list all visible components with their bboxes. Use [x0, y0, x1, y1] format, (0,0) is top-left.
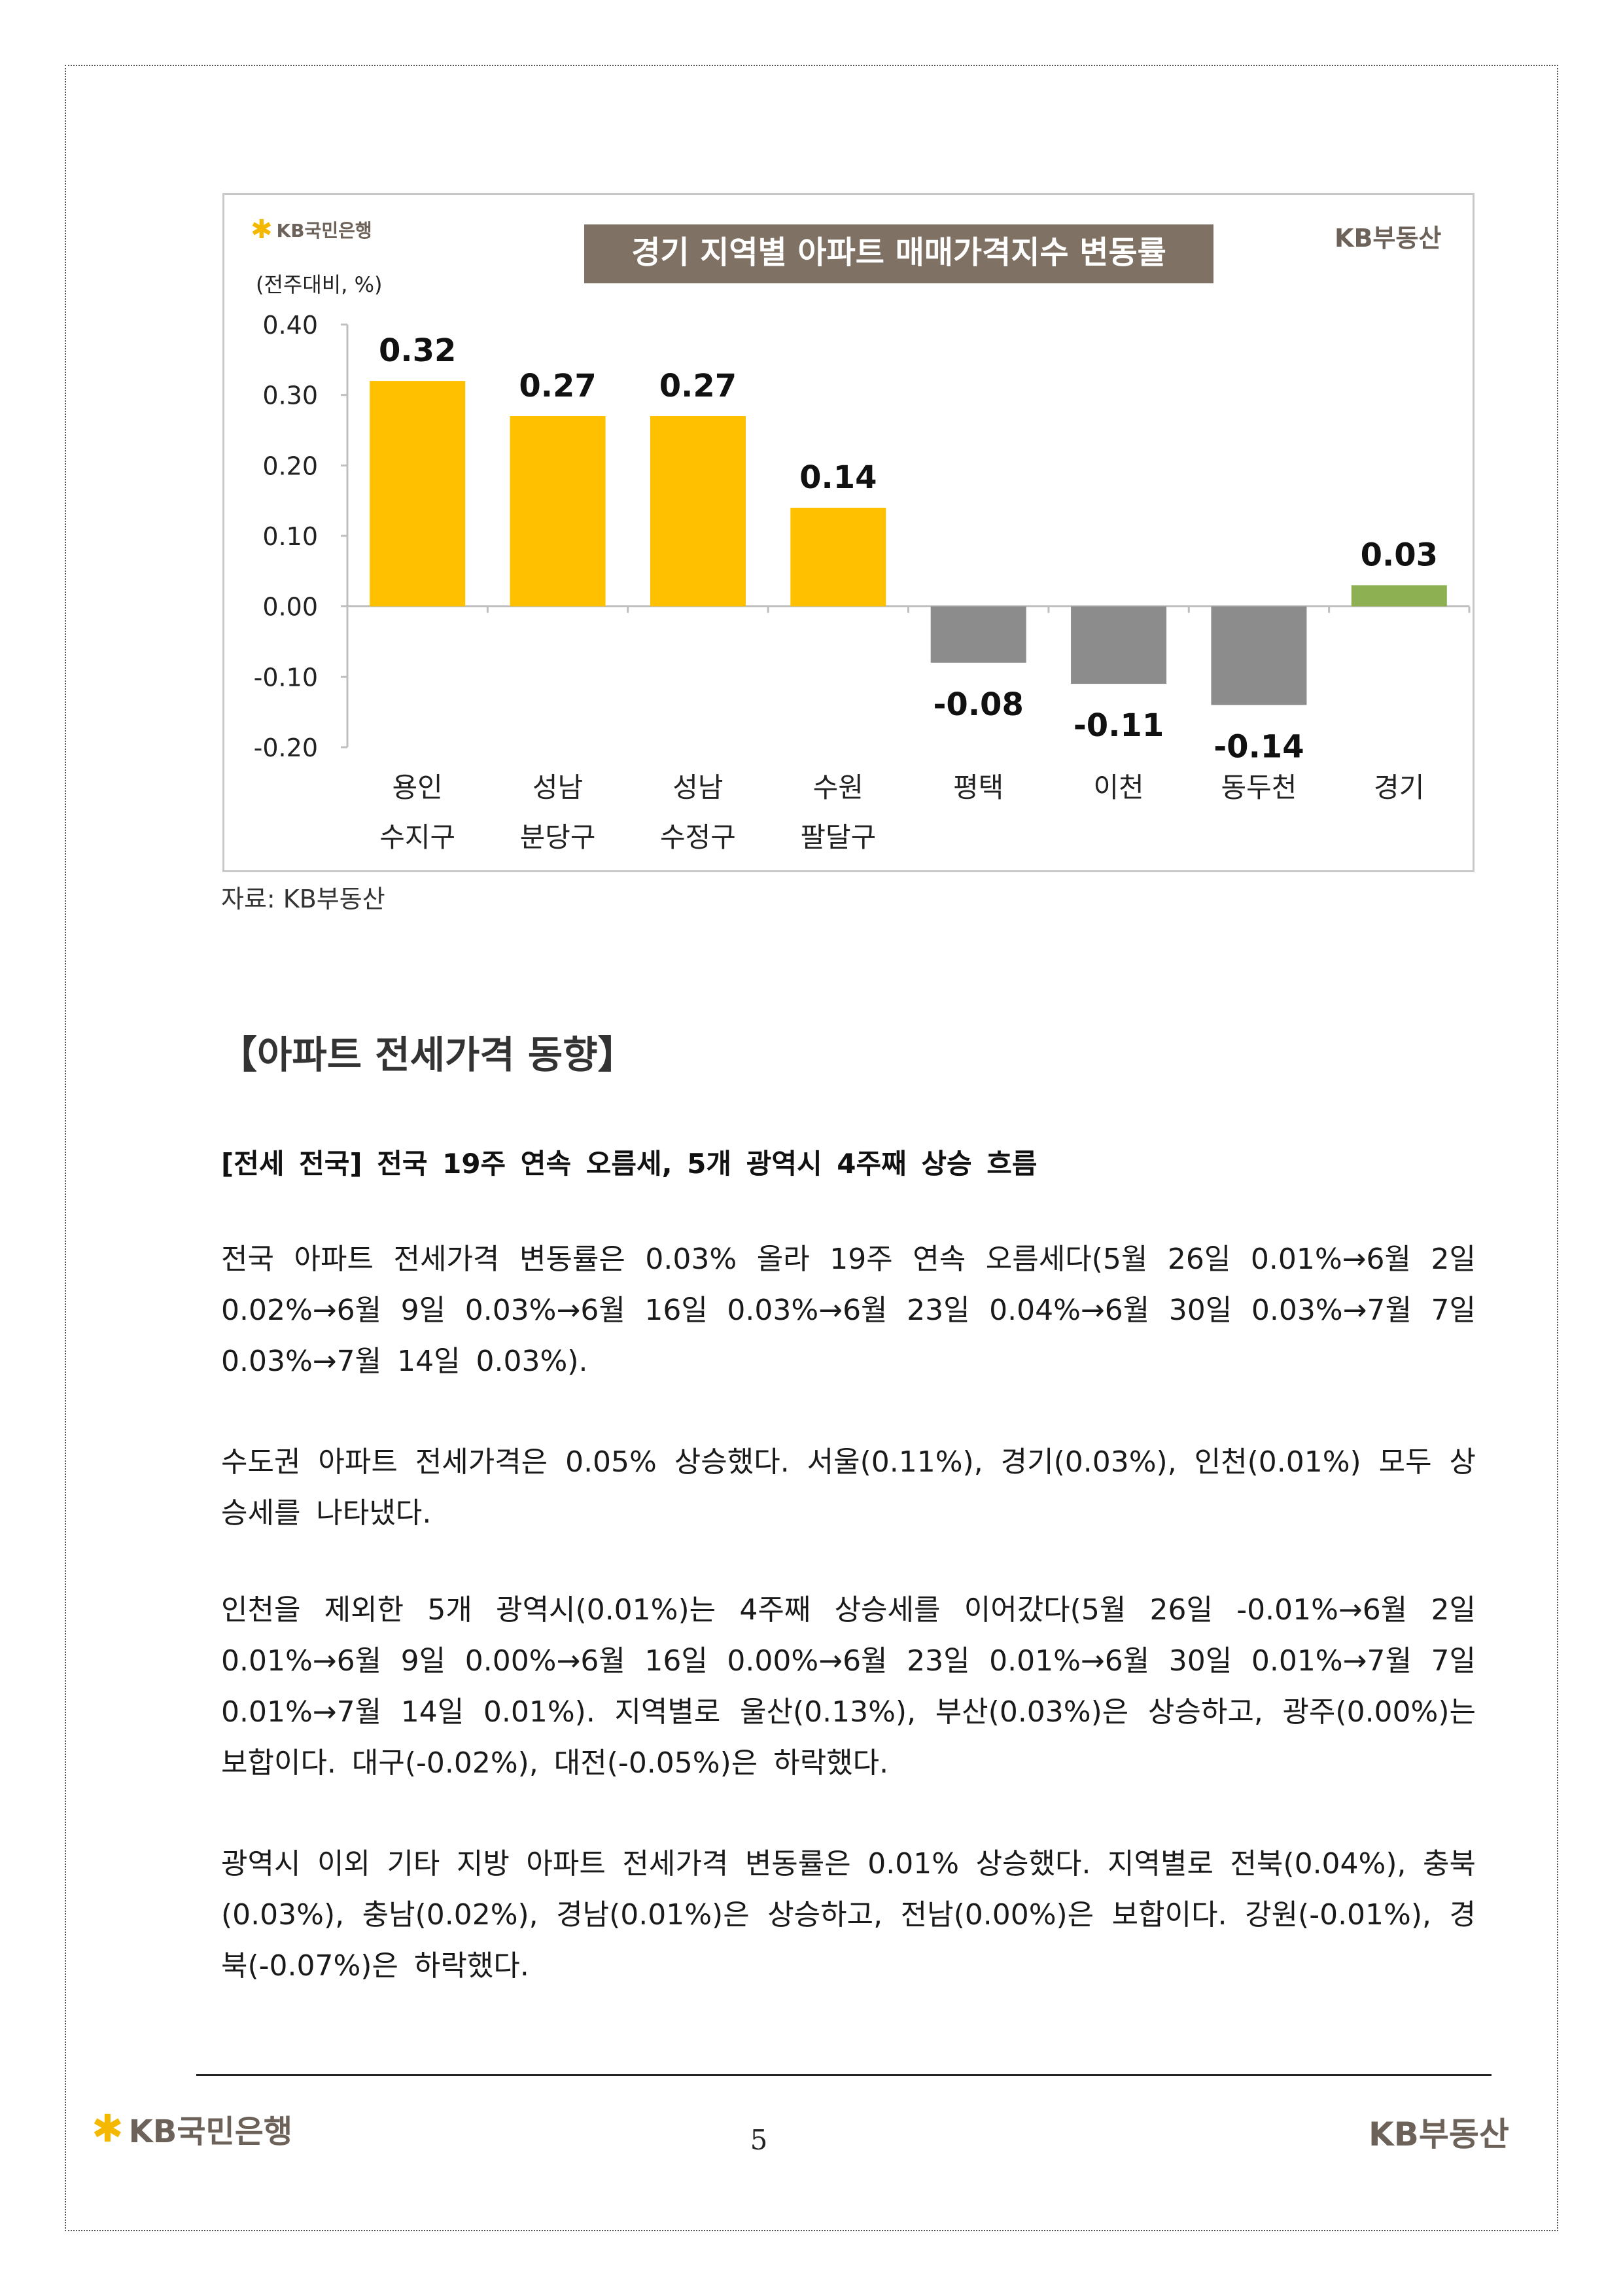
category-label: 팔달구 [800, 821, 876, 853]
y-tick-label: 0.10 [262, 522, 318, 551]
y-tick-label: 0.20 [262, 451, 318, 480]
footer-bank-logo: ✱ KB국민은행 [92, 2106, 292, 2151]
paragraph: 전국 아파트 전세가격 변동률은 0.03% 올라 19주 연속 오름세다(5월… [221, 1243, 1476, 1378]
bar-value-label: 0.27 [659, 368, 737, 404]
category-label: 이천 [1093, 771, 1143, 804]
bar [650, 415, 746, 607]
subheading: [전세 전국] 전국 19주 연속 오름세, 5개 광역시 4주째 상승 흐름 [221, 1148, 1038, 1180]
section-title: 【아파트 전세가격 동향】 [219, 1033, 636, 1077]
chart-land-logo: KB부동산 [1335, 224, 1442, 253]
category-label: 수지구 [379, 821, 455, 853]
category-label: 수정구 [660, 821, 736, 853]
bar-value-label: -0.08 [934, 686, 1024, 723]
chart-unit-label: (전주대비, %) [256, 272, 383, 297]
paragraph: 광역시 이외 기타 지방 아파트 전세가격 변동률은 0.01% 상승했다. 지… [221, 1847, 1476, 1983]
chart-bank-logo: ✱ KB국민은행 [251, 215, 372, 245]
y-tick-label: -0.20 [254, 733, 318, 762]
footer-land-logo: KB부동산 [1369, 2115, 1509, 2153]
footer-bank-logo-text: KB국민은행 [128, 2113, 293, 2150]
category-label: 수원 [813, 771, 864, 804]
kb-star-icon: ✱ [251, 215, 273, 245]
y-tick-label: 0.30 [262, 381, 318, 410]
chart-title-bg [584, 224, 1213, 283]
bar-value-label: -0.11 [1073, 707, 1164, 744]
category-label: 경기 [1374, 771, 1424, 804]
bar [510, 415, 606, 607]
bar [370, 381, 466, 607]
paragraph: 인천을 제외한 5개 광역시(0.01%)는 4주째 상승세를 이어갔다(5월 … [221, 1593, 1476, 1780]
category-label: 동두천 [1221, 771, 1297, 804]
footer-divider [196, 2074, 1492, 2076]
chart-svg: 경기 지역별 아파트 매매가격지수 변동률 0.40 0.30 0.20 0.10 0.… [254, 224, 1471, 853]
category-label: 성남 [532, 771, 583, 804]
y-tick-label: 0.40 [262, 311, 318, 340]
category-label: 분당구 [520, 821, 596, 853]
chart-panel: ✱ KB국민은행 KB부동산 (전주대비, %) 경기 지역별 아파트 매매가격… [222, 193, 1475, 872]
bar [1071, 606, 1167, 684]
kb-star-icon: ✱ [92, 2106, 124, 2151]
chart-title: 경기 지역별 아파트 매매가격지수 변동률 [631, 234, 1166, 271]
category-label: 용인 [393, 771, 443, 804]
chart-bank-logo-text: KB국민은행 [276, 220, 372, 241]
chart-source: 자료: KB부동산 [221, 885, 385, 913]
paragraph: 수도권 아파트 전세가격은 0.05% 상승했다. 서울(0.11%), 경기(… [221, 1445, 1476, 1530]
bar-value-label: 0.03 [1361, 537, 1438, 573]
bar-value-label: 0.27 [519, 368, 596, 404]
page-number: 5 [750, 2124, 768, 2156]
bar [1211, 606, 1307, 705]
page-border [65, 65, 1558, 2231]
bar [930, 606, 1026, 663]
bar-value-label: 0.32 [379, 332, 456, 369]
y-tick-label: -0.10 [254, 663, 318, 692]
y-tick-label: 0.00 [262, 593, 318, 622]
bar [790, 507, 886, 607]
bar [1351, 585, 1447, 607]
category-label: 평택 [953, 771, 1003, 804]
category-label: 성남 [672, 771, 723, 804]
bar-value-label: -0.14 [1213, 728, 1304, 765]
bar-value-label: 0.14 [799, 459, 877, 496]
